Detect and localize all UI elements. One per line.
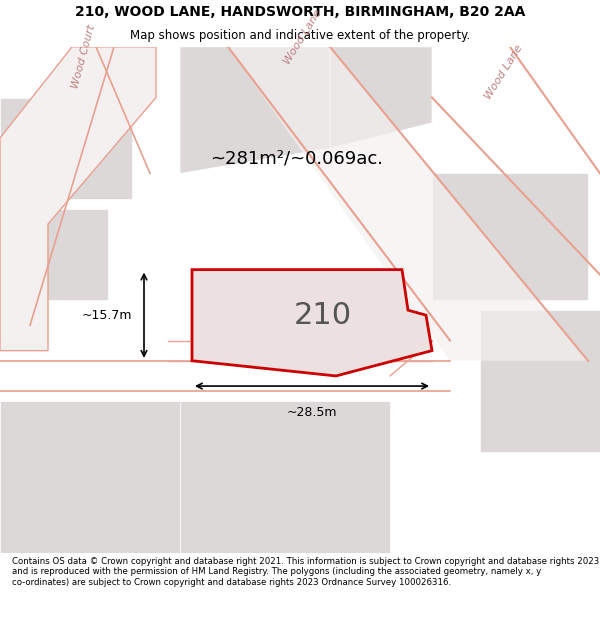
Text: Wood Court: Wood Court — [71, 24, 97, 90]
Polygon shape — [192, 269, 432, 376]
Text: ~15.7m: ~15.7m — [82, 309, 132, 322]
Polygon shape — [0, 47, 156, 351]
Text: Wood Lane: Wood Lane — [282, 8, 324, 66]
Polygon shape — [432, 173, 588, 300]
Text: Map shows position and indicative extent of the property.: Map shows position and indicative extent… — [130, 29, 470, 42]
Polygon shape — [330, 47, 432, 148]
Polygon shape — [0, 209, 108, 300]
Text: Wood Lane: Wood Lane — [483, 43, 525, 101]
Text: 210, WOOD LANE, HANDSWORTH, BIRMINGHAM, B20 2AA: 210, WOOD LANE, HANDSWORTH, BIRMINGHAM, … — [75, 5, 525, 19]
Text: ~28.5m: ~28.5m — [287, 406, 337, 419]
Polygon shape — [0, 98, 132, 199]
Text: 210: 210 — [293, 301, 352, 330]
Polygon shape — [228, 47, 588, 361]
Polygon shape — [180, 401, 390, 553]
Polygon shape — [180, 47, 330, 173]
Polygon shape — [0, 401, 180, 553]
Polygon shape — [480, 310, 600, 452]
Text: ~281m²/~0.069ac.: ~281m²/~0.069ac. — [210, 149, 383, 168]
Text: Contains OS data © Crown copyright and database right 2021. This information is : Contains OS data © Crown copyright and d… — [12, 557, 599, 586]
